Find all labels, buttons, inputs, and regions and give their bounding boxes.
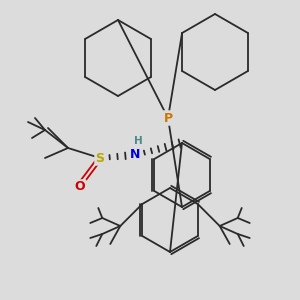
Text: N: N: [130, 148, 140, 161]
Text: S: S: [95, 152, 104, 164]
Text: H: H: [134, 136, 142, 146]
Text: O: O: [75, 181, 85, 194]
Text: P: P: [164, 112, 172, 124]
